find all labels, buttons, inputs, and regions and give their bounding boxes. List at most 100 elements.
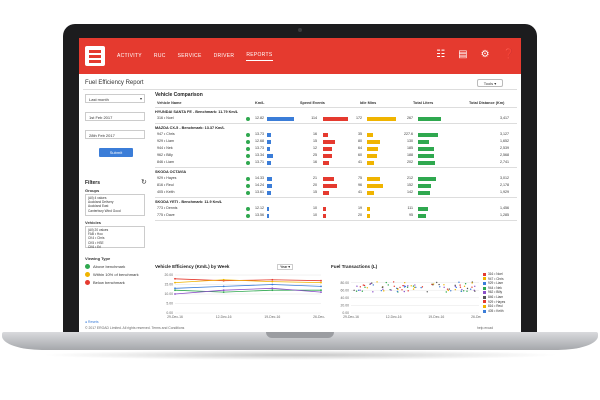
col-speed-events[interactable]: Speed Events [300, 101, 325, 105]
vehicle-name[interactable]: 775 • Dave [157, 213, 175, 217]
data-point[interactable] [454, 288, 457, 291]
col-idle-mins[interactable]: Idle Mins [360, 101, 377, 105]
data-point[interactable] [414, 284, 416, 286]
data-point[interactable] [355, 290, 358, 292]
nav-service[interactable]: SERVICE [177, 53, 202, 59]
data-point[interactable] [421, 286, 424, 288]
data-point[interactable] [363, 284, 366, 287]
data-point[interactable] [438, 283, 440, 286]
data-point[interactable] [407, 285, 409, 287]
data-point[interactable] [459, 286, 462, 288]
data-point[interactable] [320, 291, 322, 293]
data-point[interactable] [443, 286, 445, 288]
data-point[interactable] [222, 289, 225, 292]
legend-item[interactable]: 405 • Keith [483, 309, 517, 314]
help-icon[interactable]: ❓ [502, 49, 515, 60]
data-point[interactable] [412, 285, 415, 287]
vehicle-name[interactable]: 947 • Chris [157, 132, 175, 136]
legend-item[interactable]: 816 • Reul [483, 304, 517, 309]
vehicle-name[interactable]: 929 • Hayes [157, 176, 177, 180]
data-point[interactable] [359, 286, 362, 288]
resets-link[interactable]: ● Resets [85, 320, 99, 324]
groups-listbox[interactable]: (All) 4 values Auckland Delivery Aucklan… [85, 194, 145, 216]
data-point[interactable] [369, 282, 372, 285]
data-point[interactable] [404, 285, 407, 288]
data-point[interactable] [353, 289, 355, 292]
data-point[interactable] [372, 284, 374, 286]
table-row[interactable]: 775 • Dave 13.56 10 20 95 1,285 [155, 213, 517, 219]
data-point[interactable] [397, 288, 399, 290]
data-point[interactable] [387, 284, 389, 286]
table-row[interactable]: 929 • Hayes 14.33 21 75 212 3,012 [155, 176, 517, 182]
data-point[interactable] [366, 287, 369, 289]
data-point[interactable] [461, 288, 463, 291]
data-point[interactable] [174, 277, 176, 280]
range-select[interactable]: Last month ▾ [85, 94, 145, 103]
eroad-logo[interactable] [85, 46, 105, 66]
table-row[interactable]: 846 • Liam 13.71 16 41 202 2,741 [155, 160, 517, 166]
data-point[interactable] [357, 289, 360, 292]
data-point[interactable] [420, 286, 422, 289]
table-row[interactable]: 316 • Noel 12.82 114 172 267 3,417 [155, 116, 517, 122]
gear-icon[interactable]: ⚙ [480, 49, 490, 60]
data-point[interactable] [271, 283, 274, 286]
data-point[interactable] [320, 281, 322, 284]
date-to-input[interactable]: 28th Feb 2017 [85, 130, 145, 139]
data-point[interactable] [459, 284, 461, 286]
list-item[interactable]: (All) 4 values [88, 196, 107, 200]
vehicle-name[interactable]: 846 • Liam [157, 160, 175, 164]
list-item[interactable]: CK4 • Chris [88, 236, 105, 241]
legend-item[interactable]: 316 • Noel [483, 272, 517, 277]
data-point[interactable] [364, 286, 366, 289]
data-point[interactable] [436, 281, 438, 284]
data-point[interactable] [271, 278, 274, 281]
submit-button[interactable]: Submit [99, 148, 133, 157]
data-point[interactable] [455, 286, 457, 289]
data-point[interactable] [396, 290, 399, 293]
data-point[interactable] [320, 285, 322, 288]
data-point[interactable] [402, 284, 404, 287]
data-point[interactable] [376, 281, 378, 283]
data-point[interactable] [448, 288, 451, 290]
data-point[interactable] [445, 291, 447, 293]
refresh-icon[interactable]: ↻ [141, 179, 147, 186]
nav-activity[interactable]: ACTIVITY [117, 53, 142, 59]
data-point[interactable] [390, 289, 392, 291]
help-link[interactable]: help.eroad [477, 326, 494, 330]
data-point[interactable] [222, 278, 225, 281]
data-point[interactable] [458, 281, 460, 283]
data-point[interactable] [362, 284, 365, 286]
table-row[interactable]: 962 • Billy 13.34 25 60 188 2,568 [155, 153, 517, 159]
data-point[interactable] [447, 289, 449, 292]
data-point[interactable] [385, 281, 387, 284]
data-point[interactable] [380, 289, 383, 292]
list-item[interactable]: CK6 • Erl [88, 244, 101, 249]
data-point[interactable] [463, 285, 466, 288]
tools-button[interactable]: Tools ▾ [477, 79, 503, 87]
legend-item[interactable]: 944 • Nek [483, 286, 517, 291]
data-point[interactable] [474, 290, 476, 292]
data-point[interactable] [392, 281, 395, 283]
data-point[interactable] [320, 289, 322, 292]
vehicle-name[interactable]: 316 • Noel [157, 116, 174, 120]
messages-icon[interactable]: ▤ [458, 49, 468, 60]
data-point[interactable] [412, 288, 415, 290]
data-point[interactable] [474, 285, 476, 288]
legend-item[interactable]: 929 • Hayes [483, 300, 517, 305]
vehicles-listbox[interactable]: (All) 20 values FAB • Hoo CK4 • Chris CK… [85, 226, 145, 249]
data-point[interactable] [371, 282, 373, 284]
data-point[interactable] [359, 289, 361, 291]
list-item[interactable]: Auckland Delivery [88, 200, 114, 205]
data-point[interactable] [383, 290, 385, 292]
data-point[interactable] [356, 285, 358, 287]
data-point[interactable] [443, 284, 445, 286]
data-point[interactable] [410, 285, 412, 287]
data-point[interactable] [361, 290, 364, 292]
data-point[interactable] [393, 285, 396, 287]
data-point[interactable] [382, 286, 384, 288]
list-item[interactable]: (All) 20 values [88, 228, 109, 232]
vehicle-name[interactable]: 405 • Keith [157, 190, 175, 194]
table-row[interactable]: 929 • Liam 12.68 15 80 130 1,652 [155, 139, 517, 145]
nav-driver[interactable]: DRIVER [213, 53, 235, 59]
list-item[interactable]: FAB • Hoo [88, 232, 103, 237]
